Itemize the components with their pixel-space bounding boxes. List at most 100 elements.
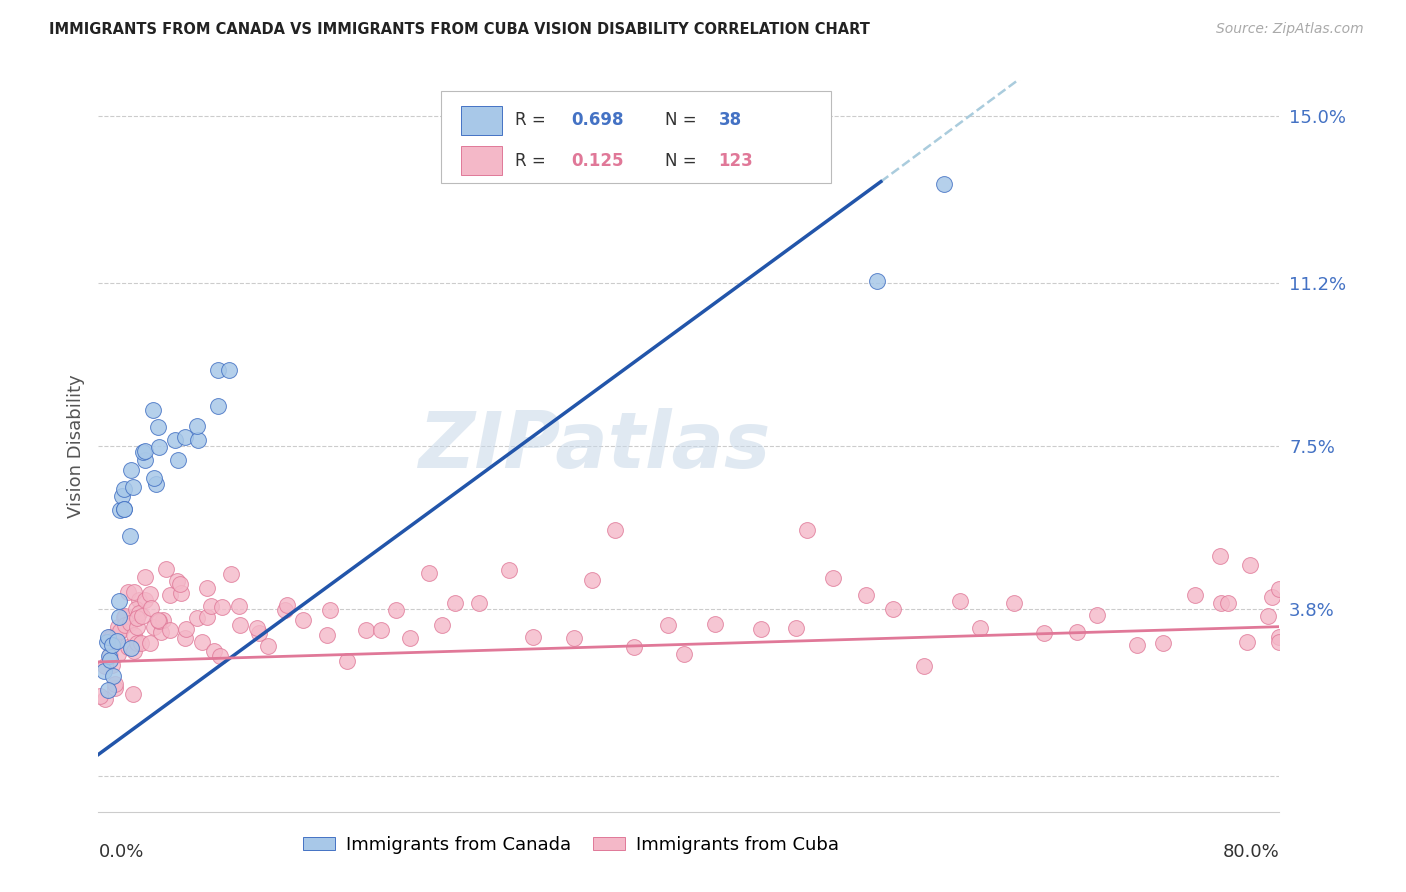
Point (148, 615, 170, 629)
FancyBboxPatch shape (441, 91, 831, 183)
Point (195, 581, 218, 595)
Point (108, 594, 131, 608)
Point (117, 585, 139, 599)
Point (145, 477, 167, 491)
Point (187, 433, 209, 447)
Point (1268, 582, 1291, 596)
Legend: Immigrants from Canada, Immigrants from Cuba: Immigrants from Canada, Immigrants from … (302, 836, 839, 854)
Point (127, 636, 149, 650)
Point (934, 178, 956, 192)
Point (112, 501, 135, 516)
Text: R =: R = (516, 112, 546, 129)
Point (114, 618, 136, 632)
Text: ZIPatlas: ZIPatlas (419, 408, 770, 484)
Point (159, 623, 181, 637)
Point (93, 664, 115, 678)
Point (218, 362, 240, 376)
Point (276, 598, 298, 612)
Point (98, 648, 121, 663)
Point (143, 471, 166, 485)
Point (148, 440, 170, 454)
Point (1236, 635, 1258, 649)
Point (673, 647, 696, 661)
Point (114, 609, 136, 624)
Point (122, 480, 145, 494)
Text: 0.698: 0.698 (571, 112, 623, 129)
Point (143, 620, 166, 634)
Point (159, 588, 181, 602)
Point (1152, 636, 1174, 650)
Point (370, 623, 392, 637)
Point (657, 618, 679, 632)
Point (117, 640, 139, 654)
Point (498, 563, 520, 577)
Point (1268, 634, 1291, 648)
Text: 0.0%: 0.0% (98, 843, 143, 861)
Point (229, 617, 252, 632)
Point (969, 621, 991, 635)
Point (97, 683, 120, 698)
Point (100, 639, 122, 653)
Point (1239, 558, 1261, 572)
Y-axis label: Vision Disability: Vision Disability (66, 374, 84, 518)
Point (152, 613, 174, 627)
Point (98, 630, 121, 644)
Text: N =: N = (665, 152, 697, 169)
Text: 80.0%: 80.0% (1223, 843, 1279, 861)
Point (118, 529, 141, 543)
Point (1184, 588, 1206, 602)
Point (704, 617, 727, 632)
Point (821, 571, 844, 585)
Point (128, 593, 150, 607)
Point (319, 603, 342, 617)
Point (246, 621, 269, 635)
Bar (461, 105, 502, 135)
Point (104, 677, 127, 691)
Point (124, 602, 146, 616)
Point (127, 611, 149, 625)
Point (108, 503, 131, 517)
Point (315, 628, 337, 642)
Point (134, 593, 156, 607)
Point (155, 561, 177, 575)
Point (356, 623, 378, 637)
Text: Source: ZipAtlas.com: Source: ZipAtlas.com (1216, 22, 1364, 37)
Point (122, 687, 145, 701)
Point (418, 566, 440, 581)
Point (1033, 626, 1056, 640)
Point (122, 585, 145, 599)
Text: R =: R = (516, 152, 546, 169)
Point (1261, 590, 1284, 604)
Point (882, 602, 904, 616)
Point (139, 636, 162, 650)
Point (134, 443, 156, 458)
Point (111, 489, 134, 503)
Point (247, 626, 270, 640)
Point (605, 523, 627, 537)
Point (1002, 596, 1025, 610)
Point (1209, 596, 1232, 610)
Point (209, 649, 232, 664)
Point (522, 630, 544, 644)
Text: 38: 38 (718, 112, 741, 129)
Point (134, 570, 156, 584)
Point (432, 618, 454, 632)
Point (131, 608, 153, 623)
Point (581, 573, 603, 587)
Point (444, 596, 467, 610)
Point (96, 635, 118, 649)
Point (195, 610, 218, 624)
Point (274, 602, 297, 616)
Point (120, 641, 142, 656)
Point (186, 419, 208, 434)
Point (228, 599, 250, 613)
Point (98, 653, 121, 667)
Text: N =: N = (665, 112, 697, 129)
Point (562, 631, 585, 645)
Point (219, 567, 242, 582)
Point (165, 433, 187, 447)
Point (399, 631, 422, 645)
Point (146, 420, 169, 434)
Point (1085, 607, 1108, 622)
Point (336, 654, 359, 668)
